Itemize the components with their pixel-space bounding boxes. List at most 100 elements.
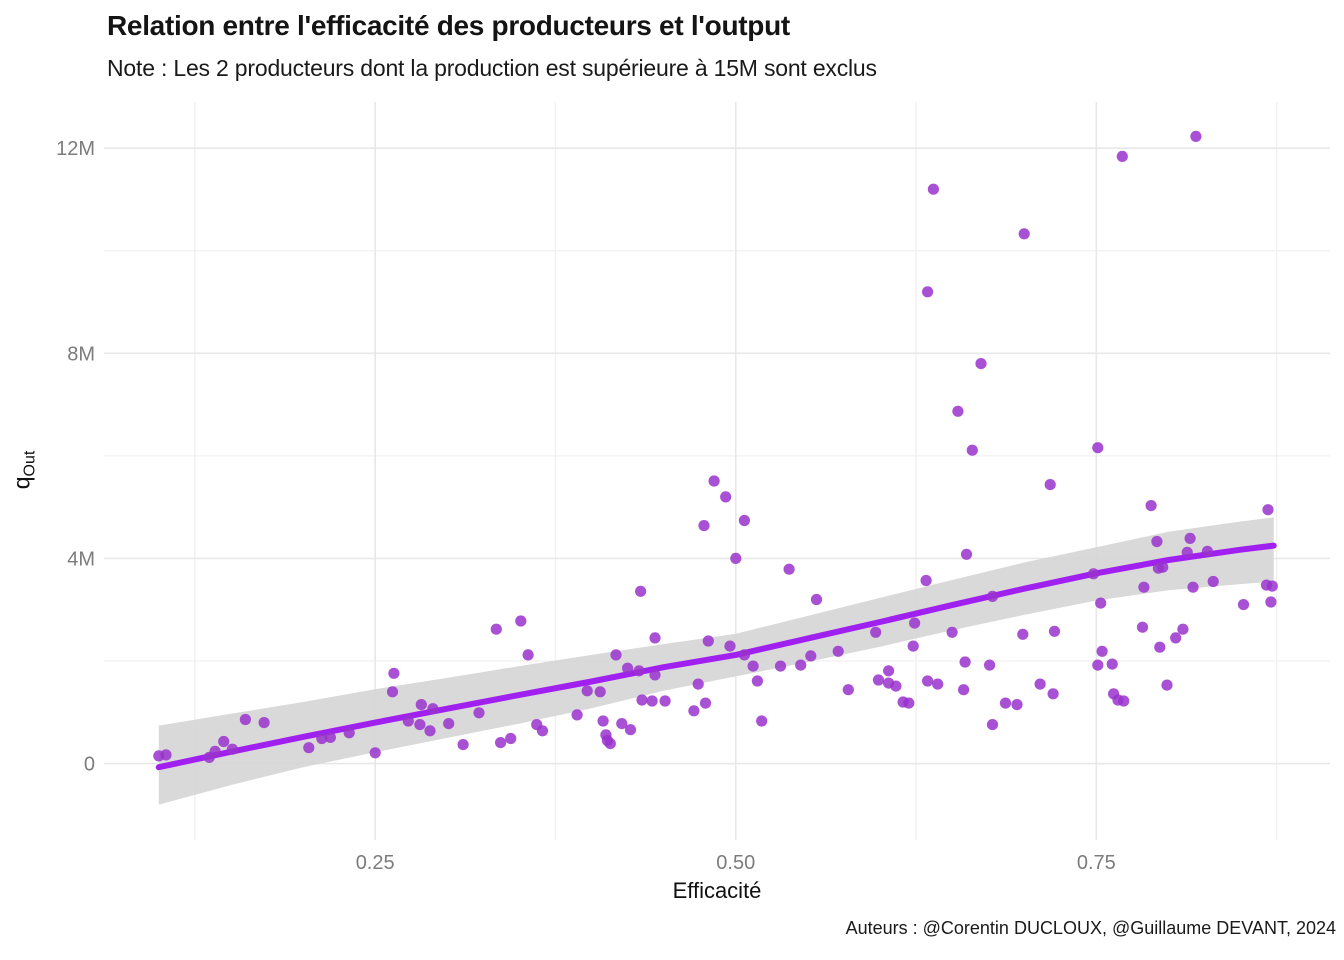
scatter-point	[708, 475, 720, 487]
scatter-point	[636, 694, 648, 706]
scatter-point	[890, 680, 902, 692]
scatter-point	[218, 735, 230, 748]
scatter-point	[622, 662, 634, 674]
scatter-point	[1266, 580, 1278, 592]
y-tick-label: 8M	[67, 343, 95, 365]
scatter-point	[907, 640, 919, 652]
scatter-point	[594, 686, 606, 698]
x-tick-label: 0.50	[716, 852, 755, 874]
scatter-point	[832, 645, 844, 657]
scatter-point	[604, 738, 616, 750]
scatter-point	[688, 705, 700, 717]
scatter-point	[842, 684, 854, 696]
scatter-point	[730, 552, 742, 565]
scatter-point	[1092, 659, 1104, 671]
y-tick-label: 0	[84, 754, 95, 776]
scatter-point	[536, 725, 549, 737]
chart-title: Relation entre l'efficacité des producte…	[107, 10, 790, 41]
scatter-point	[922, 675, 934, 687]
scatter-point	[756, 715, 768, 727]
scatter-point	[415, 699, 427, 711]
scatter-point	[1181, 546, 1193, 558]
scatter-point	[1116, 150, 1128, 162]
scatter-point	[1106, 658, 1118, 670]
scatter-point	[922, 286, 934, 298]
y-tick-label: 4M	[67, 548, 95, 570]
scatter-point	[1017, 628, 1029, 640]
scatter-point	[870, 626, 882, 638]
scatter-point	[1095, 597, 1107, 609]
scatter-point	[872, 674, 885, 686]
scatter-point	[424, 725, 436, 737]
scatter-point	[1138, 581, 1150, 593]
scatter-point	[495, 737, 507, 749]
scatter-point	[1201, 545, 1213, 557]
scatter-point	[986, 719, 999, 731]
y-tick-label: 12M	[56, 138, 95, 160]
scatter-point	[966, 444, 978, 456]
scatter-point	[999, 697, 1012, 709]
scatter-point	[810, 593, 823, 606]
scatter-point	[624, 724, 637, 736]
scatter-point	[783, 563, 795, 575]
scatter-point	[649, 632, 661, 644]
scatter-point	[692, 678, 704, 690]
scatter-point	[1177, 623, 1189, 635]
scatter-point	[473, 707, 485, 719]
caption: Auteurs : @Corentin DUCLOUX, @Guillaume …	[845, 918, 1336, 938]
scatter-point	[975, 358, 987, 370]
scatter-point	[443, 718, 455, 730]
scatter-point	[414, 719, 426, 731]
scatter-point	[1154, 641, 1166, 653]
x-tick-label: 0.75	[1077, 852, 1116, 874]
scatter-point	[698, 520, 710, 532]
regression-line	[155, 542, 1277, 771]
scatter-point	[427, 703, 439, 715]
scatter-point	[920, 574, 932, 587]
y-axis-title-subscript: Out	[21, 450, 39, 477]
scatter-point	[805, 650, 817, 662]
scatter-point	[958, 684, 970, 696]
scatter-point	[932, 678, 944, 690]
scatter-point	[1092, 442, 1104, 454]
scatter-point	[1207, 575, 1219, 588]
scatter-point	[239, 713, 251, 726]
scatter-point	[1187, 581, 1199, 593]
scatter-point	[343, 727, 355, 739]
scatter-point	[738, 514, 751, 527]
scatter-point	[909, 617, 921, 629]
scatter-point	[633, 665, 645, 677]
scatter-point	[751, 675, 764, 687]
scatter-point	[1011, 699, 1023, 711]
scatter-point	[724, 640, 736, 652]
scatter-point	[699, 697, 712, 709]
scatter-point	[522, 649, 534, 661]
x-axis-title: Efficacité	[672, 878, 762, 903]
scatter-point	[369, 747, 381, 759]
scatter-point	[1262, 504, 1274, 516]
scatter-point	[903, 697, 915, 709]
scatter-point	[649, 669, 661, 681]
scatter-point	[1136, 621, 1149, 633]
scatter-point	[258, 717, 270, 729]
scatter-point	[386, 686, 399, 698]
scatter-point	[952, 405, 964, 417]
scatter-point	[1237, 599, 1250, 611]
scatter-point	[1087, 568, 1100, 580]
scatter-point	[402, 715, 414, 727]
scatter-point	[960, 548, 973, 560]
scatter-point	[883, 665, 895, 677]
scatter-point	[659, 695, 671, 707]
scatter-point	[1044, 479, 1056, 491]
scatter-point	[616, 718, 628, 730]
scatter-point	[738, 649, 751, 661]
scatter-point	[986, 590, 999, 603]
scatter-point	[1018, 228, 1030, 240]
scatter-point	[610, 649, 622, 661]
scatter-point	[597, 715, 609, 727]
y-axis-title-main: q	[8, 476, 35, 490]
scatter-point	[571, 709, 583, 721]
scatter-point	[209, 745, 221, 757]
